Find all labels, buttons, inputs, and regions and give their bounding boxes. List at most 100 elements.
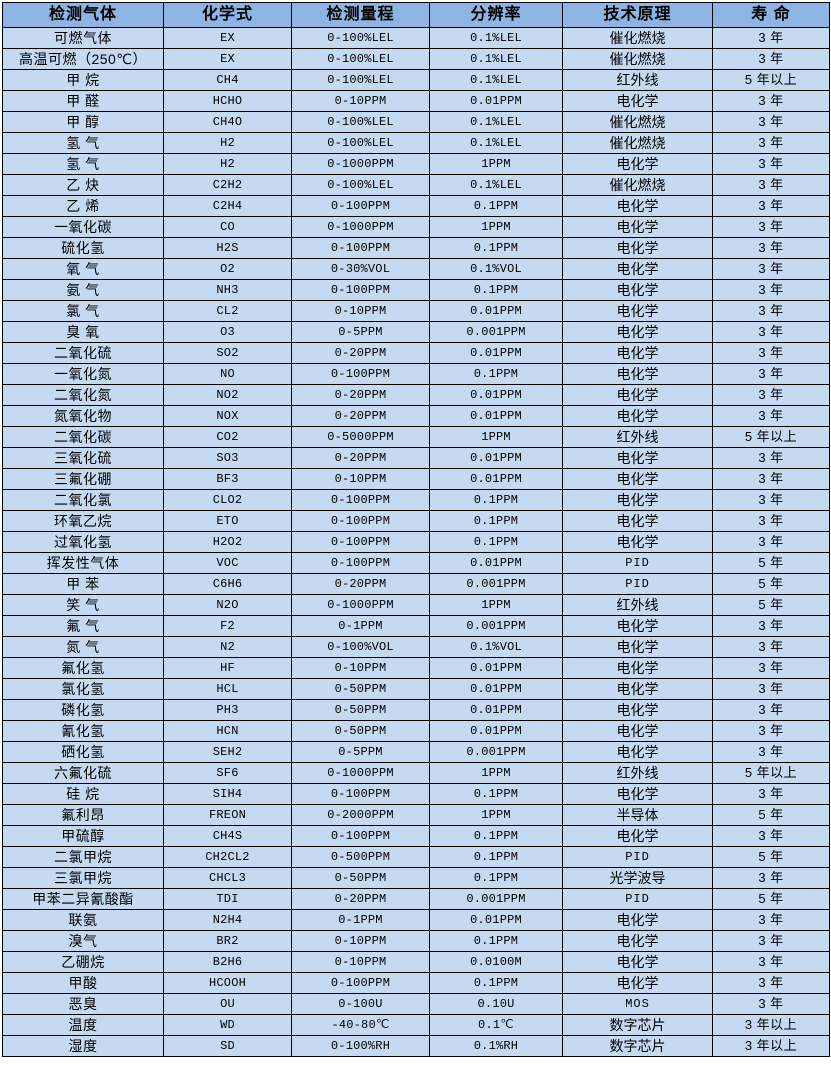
cell-gas-name: 甲苯二异氰酸酯 bbox=[2, 888, 164, 910]
cell-gas-name: 甲硫醇 bbox=[2, 825, 164, 847]
table-row: 甲 苯 C6H6 0-20PPM 0.001PPM PID 5 年 bbox=[2, 573, 830, 595]
cell-formula: CO2 bbox=[163, 426, 292, 448]
cell-technology: 电化学 bbox=[562, 720, 713, 742]
cell-technology: 电化学 bbox=[562, 216, 713, 238]
cell-gas-name: 氯化氢 bbox=[2, 678, 164, 700]
cell-gas-name: 磷化氢 bbox=[2, 699, 164, 721]
cell-gas-name: 氧 气 bbox=[2, 258, 164, 280]
table-row: 二氯甲烷 CH2CL2 0-500PPM 0.1PPM PID 5 年 bbox=[2, 846, 830, 868]
cell-lifetime: 3 年 bbox=[712, 531, 830, 553]
cell-range: 0-100%LEL bbox=[291, 111, 430, 133]
cell-technology: 电化学 bbox=[562, 279, 713, 301]
cell-lifetime: 3 年 bbox=[712, 174, 830, 196]
cell-lifetime: 5 年 bbox=[712, 804, 830, 826]
cell-resolution: 0.1PPM bbox=[429, 783, 563, 805]
cell-range: 0-100PPM bbox=[291, 489, 430, 511]
cell-resolution: 0.1PPM bbox=[429, 825, 563, 847]
cell-formula: SO3 bbox=[163, 447, 292, 469]
cell-formula: EX bbox=[163, 27, 292, 49]
cell-formula: HCN bbox=[163, 720, 292, 742]
cell-gas-name: 甲 醇 bbox=[2, 111, 164, 133]
gas-specification-table: 检测气体 化学式 检测量程 分辨率 技术原理 寿 命 可燃气体 EX 0-100%L… bbox=[2, 2, 830, 1057]
cell-formula: CL2 bbox=[163, 300, 292, 322]
cell-formula: SEH2 bbox=[163, 741, 292, 763]
cell-formula: H2O2 bbox=[163, 531, 292, 553]
table-row: 乙 炔 C2H2 0-100%LEL 0.1%LEL 催化燃烧 3 年 bbox=[2, 174, 830, 196]
cell-resolution: 0.01PPM bbox=[429, 342, 563, 364]
cell-resolution: 0.1PPM bbox=[429, 195, 563, 217]
table-row: 氯化氢 HCL 0-50PPM 0.01PPM 电化学 3 年 bbox=[2, 678, 830, 700]
cell-resolution: 1PPM bbox=[429, 153, 563, 175]
cell-resolution: 0.001PPM bbox=[429, 741, 563, 763]
table-header: 检测气体 化学式 检测量程 分辨率 技术原理 寿 命 bbox=[2, 2, 830, 28]
cell-range: 0-50PPM bbox=[291, 678, 430, 700]
table-row: 氯 气 CL2 0-10PPM 0.01PPM 电化学 3 年 bbox=[2, 300, 830, 322]
cell-formula: H2 bbox=[163, 132, 292, 154]
cell-gas-name: 乙 炔 bbox=[2, 174, 164, 196]
cell-technology: 电化学 bbox=[562, 342, 713, 364]
cell-lifetime: 3 年 bbox=[712, 195, 830, 217]
column-header-lifetime: 寿 命 bbox=[712, 2, 830, 28]
cell-technology: 电化学 bbox=[562, 615, 713, 637]
column-header-technology: 技术原理 bbox=[562, 2, 713, 28]
cell-range: 0-5PPM bbox=[291, 321, 430, 343]
cell-resolution: 0.001PPM bbox=[429, 615, 563, 637]
table-row: 二氧化碳 CO2 0-5000PPM 1PPM 红外线 5 年以上 bbox=[2, 426, 830, 448]
cell-resolution: 0.1PPM bbox=[429, 363, 563, 385]
cell-lifetime: 3 年 bbox=[712, 384, 830, 406]
cell-range: 0-20PPM bbox=[291, 573, 430, 595]
cell-lifetime: 3 年 bbox=[712, 300, 830, 322]
cell-resolution: 0.01PPM bbox=[429, 909, 563, 931]
cell-formula: CO bbox=[163, 216, 292, 238]
cell-formula: HF bbox=[163, 657, 292, 679]
cell-range: 0-100PPM bbox=[291, 237, 430, 259]
cell-gas-name: 三氯甲烷 bbox=[2, 867, 164, 889]
cell-lifetime: 5 年 bbox=[712, 594, 830, 616]
cell-lifetime: 5 年 bbox=[712, 552, 830, 574]
cell-gas-name: 氟 气 bbox=[2, 615, 164, 637]
table-row: 六氟化硫 SF6 0-1000PPM 1PPM 红外线 5 年以上 bbox=[2, 762, 830, 784]
cell-range: 0-10PPM bbox=[291, 90, 430, 112]
cell-technology: PID bbox=[562, 552, 713, 574]
table-row: 三氯甲烷 CHCL3 0-50PPM 0.1PPM 光学波导 3 年 bbox=[2, 867, 830, 889]
table-row: 一氧化氮 NO 0-100PPM 0.1PPM 电化学 3 年 bbox=[2, 363, 830, 385]
cell-range: 0-50PPM bbox=[291, 867, 430, 889]
cell-lifetime: 3 年 bbox=[712, 468, 830, 490]
cell-gas-name: 硫化氢 bbox=[2, 237, 164, 259]
table-row: 氟 气 F2 0-1PPM 0.001PPM 电化学 3 年 bbox=[2, 615, 830, 637]
cell-formula: N2H4 bbox=[163, 909, 292, 931]
cell-lifetime: 3 年 bbox=[712, 111, 830, 133]
cell-lifetime: 3 年 bbox=[712, 867, 830, 889]
cell-formula: C2H2 bbox=[163, 174, 292, 196]
cell-lifetime: 3 年 bbox=[712, 657, 830, 679]
cell-technology: PID bbox=[562, 573, 713, 595]
table-row: 氢 气 H2 0-100%LEL 0.1%LEL 催化燃烧 3 年 bbox=[2, 132, 830, 154]
table-row: 氟利昂 FREON 0-2000PPM 1PPM 半导体 5 年 bbox=[2, 804, 830, 826]
table-row: 高温可燃（250℃） EX 0-100%LEL 0.1%LEL 催化燃烧 3 年 bbox=[2, 48, 830, 70]
cell-lifetime: 3 年以上 bbox=[712, 1035, 830, 1057]
cell-technology: 电化学 bbox=[562, 153, 713, 175]
cell-formula: N2O bbox=[163, 594, 292, 616]
cell-range: -40-80℃ bbox=[291, 1014, 430, 1036]
table-row: 甲苯二异氰酸酯 TDI 0-20PPM 0.001PPM PID 5 年 bbox=[2, 888, 830, 910]
cell-gas-name: 甲 醛 bbox=[2, 90, 164, 112]
cell-gas-name: 臭 氧 bbox=[2, 321, 164, 343]
cell-gas-name: 可燃气体 bbox=[2, 27, 164, 49]
cell-lifetime: 3 年 bbox=[712, 321, 830, 343]
cell-range: 0-100%LEL bbox=[291, 174, 430, 196]
cell-lifetime: 3 年以上 bbox=[712, 1014, 830, 1036]
cell-technology: 电化学 bbox=[562, 909, 713, 931]
cell-gas-name: 氨 气 bbox=[2, 279, 164, 301]
cell-formula: CH4S bbox=[163, 825, 292, 847]
cell-resolution: 0.1%LEL bbox=[429, 111, 563, 133]
cell-technology: 电化学 bbox=[562, 237, 713, 259]
cell-formula: FREON bbox=[163, 804, 292, 826]
cell-formula: CH4 bbox=[163, 69, 292, 91]
cell-resolution: 0.01PPM bbox=[429, 384, 563, 406]
cell-lifetime: 3 年 bbox=[712, 720, 830, 742]
cell-range: 0-10PPM bbox=[291, 930, 430, 952]
cell-gas-name: 氟化氢 bbox=[2, 657, 164, 679]
cell-formula: SF6 bbox=[163, 762, 292, 784]
cell-resolution: 0.01PPM bbox=[429, 90, 563, 112]
cell-range: 0-2000PPM bbox=[291, 804, 430, 826]
